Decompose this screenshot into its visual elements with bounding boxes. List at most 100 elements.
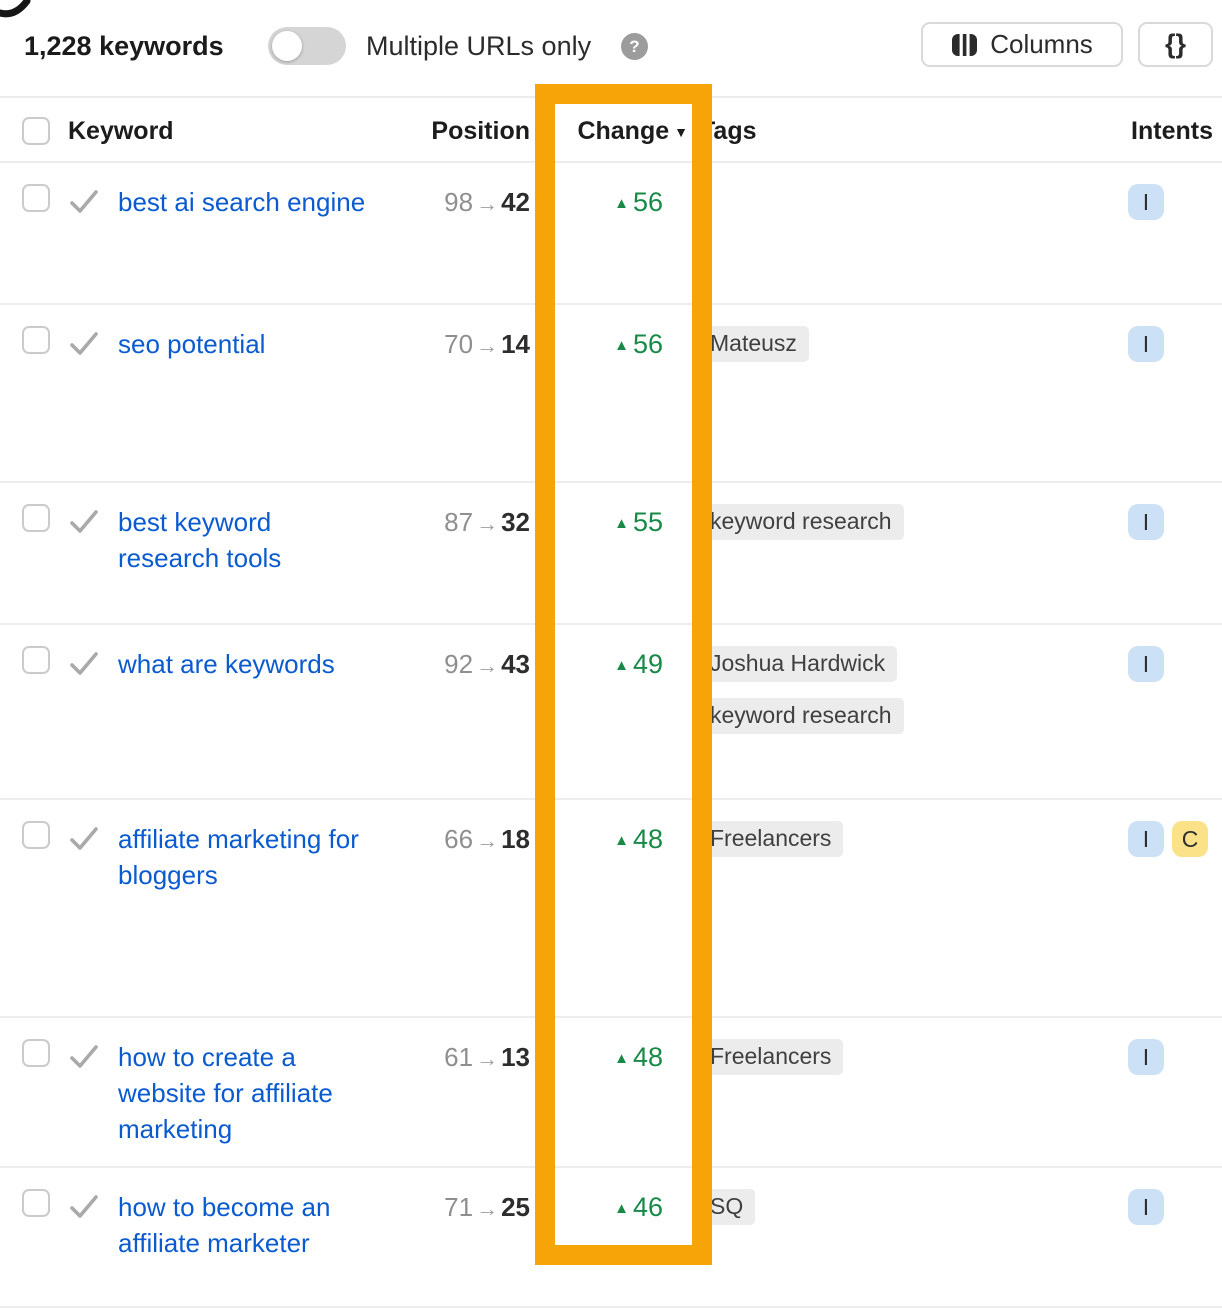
- check-icon: [70, 1045, 98, 1068]
- tag-badge: keyword research: [698, 504, 904, 540]
- check-icon: [70, 827, 98, 850]
- intent-badge: I: [1128, 1039, 1164, 1075]
- position-arrow-icon: →: [476, 511, 499, 536]
- intent-badge: I: [1128, 326, 1164, 362]
- position-after: 14: [501, 329, 530, 359]
- check-icon: [70, 652, 98, 675]
- keyword-count: 1,228 keywords: [24, 31, 224, 61]
- position-before: 66: [444, 824, 474, 854]
- intent-badge: I: [1128, 646, 1164, 682]
- row-checkbox[interactable]: [22, 821, 50, 849]
- position-after: 18: [501, 824, 530, 854]
- position-cell: 87 → 32: [392, 504, 530, 542]
- change-up-icon: ▲: [614, 515, 629, 532]
- multiple-urls-toggle[interactable]: [268, 27, 346, 65]
- change-value: 55: [632, 507, 663, 537]
- check-icon: [70, 332, 98, 355]
- select-all-checkbox[interactable]: [22, 117, 50, 145]
- row-checkbox[interactable]: [22, 184, 50, 212]
- intents-cell: I: [1128, 184, 1164, 220]
- change-cell: ▲ 46: [555, 1189, 663, 1227]
- column-header-intents[interactable]: Intents: [1131, 117, 1213, 145]
- tag-badge: Joshua Hardwick: [698, 646, 898, 682]
- change-value: 56: [632, 187, 663, 217]
- position-after: 43: [501, 649, 530, 679]
- tags-cell: Mateusz: [698, 326, 809, 362]
- tag-badge: Freelancers: [698, 1039, 844, 1075]
- change-value: 48: [632, 1042, 663, 1072]
- column-header-change[interactable]: Change ▼: [555, 116, 688, 147]
- table-row: how to become an affiliate marketer 71 → 2…: [0, 1168, 1222, 1308]
- table-header: Keyword Position Change ▼ Tags Intents: [0, 96, 1222, 163]
- table-row: what are keywords 92 → 43 ▲ 49 Joshua Hardw…: [0, 625, 1222, 800]
- table-row: best keyword research tools 87 → 32 ▲ 55 ke…: [0, 483, 1222, 625]
- keyword-link[interactable]: how to become an affiliate marketer: [118, 1192, 331, 1258]
- keyword-link[interactable]: best keyword research tools: [118, 507, 282, 573]
- position-cell: 61 → 13: [392, 1039, 530, 1077]
- position-arrow-icon: →: [476, 1046, 499, 1071]
- tag-badge: Mateusz: [698, 326, 809, 362]
- position-cell: 66 → 18: [392, 821, 530, 859]
- position-arrow-icon: →: [476, 191, 499, 216]
- export-code-button[interactable]: {}: [1138, 22, 1213, 67]
- change-value: 46: [632, 1192, 663, 1222]
- intent-badge: I: [1128, 1189, 1164, 1225]
- position-arrow-icon: →: [476, 333, 499, 358]
- change-value: 56: [632, 329, 663, 359]
- change-value: 48: [632, 824, 663, 854]
- row-checkbox[interactable]: [22, 1039, 50, 1067]
- column-header-keyword[interactable]: Keyword: [68, 117, 174, 145]
- intent-badge: C: [1172, 821, 1208, 857]
- change-cell: ▲ 56: [555, 184, 663, 222]
- row-checkbox[interactable]: [22, 326, 50, 354]
- columns-button-label: Columns: [990, 29, 1093, 59]
- table-row: best ai search engine 98 → 42 ▲ 56 I: [0, 163, 1222, 305]
- toolbar: 1,228 keywords Multiple URLs only ? Colu…: [0, 0, 1222, 96]
- sort-desc-icon: ▼: [674, 124, 688, 140]
- position-arrow-icon: →: [476, 828, 499, 853]
- row-checkbox[interactable]: [22, 504, 50, 532]
- change-up-icon: ▲: [614, 832, 629, 849]
- change-cell: ▲ 49: [555, 646, 663, 684]
- column-header-position[interactable]: Position: [431, 117, 530, 145]
- change-up-icon: ▲: [614, 657, 629, 674]
- intent-badge: I: [1128, 504, 1164, 540]
- row-checkbox[interactable]: [22, 1189, 50, 1217]
- change-cell: ▲ 55: [555, 504, 663, 542]
- keyword-link[interactable]: how to create a website for affiliate ma…: [118, 1042, 333, 1144]
- position-arrow-icon: →: [476, 653, 499, 678]
- row-checkbox[interactable]: [22, 646, 50, 674]
- position-cell: 92 → 43: [392, 646, 530, 684]
- keyword-link[interactable]: what are keywords: [118, 649, 335, 679]
- change-cell: ▲ 48: [555, 821, 663, 859]
- position-before: 92: [444, 649, 474, 679]
- position-before: 71: [444, 1192, 474, 1222]
- position-after: 32: [501, 507, 530, 537]
- keyword-link[interactable]: affiliate marketing for bloggers: [118, 824, 359, 890]
- position-before: 70: [444, 329, 474, 359]
- position-after: 42: [501, 187, 530, 217]
- tags-cell: SQ: [698, 1189, 756, 1225]
- intents-cell: I: [1128, 646, 1164, 682]
- change-up-icon: ▲: [614, 1200, 629, 1217]
- help-icon[interactable]: ?: [621, 33, 648, 60]
- table-row: affiliate marketing for bloggers 66 → 18 ▲…: [0, 800, 1222, 1018]
- multiple-urls-label: Multiple URLs only: [366, 31, 592, 61]
- change-up-icon: ▲: [614, 195, 629, 212]
- change-up-icon: ▲: [614, 337, 629, 354]
- toggle-knob: [272, 31, 302, 61]
- columns-button[interactable]: Columns: [921, 22, 1123, 67]
- intent-badge: I: [1128, 184, 1164, 220]
- position-after: 13: [501, 1042, 530, 1072]
- position-cell: 70 → 14: [392, 326, 530, 364]
- check-icon: [70, 190, 98, 213]
- keyword-link[interactable]: seo potential: [118, 329, 266, 359]
- intents-cell: I: [1128, 1039, 1164, 1075]
- tags-cell: Joshua Hardwick keyword research: [698, 646, 904, 734]
- column-header-tags[interactable]: Tags: [700, 117, 757, 145]
- tag-badge: Freelancers: [698, 821, 844, 857]
- columns-icon: [952, 32, 978, 57]
- intents-cell: I: [1128, 326, 1164, 362]
- keyword-link[interactable]: best ai search engine: [118, 187, 366, 217]
